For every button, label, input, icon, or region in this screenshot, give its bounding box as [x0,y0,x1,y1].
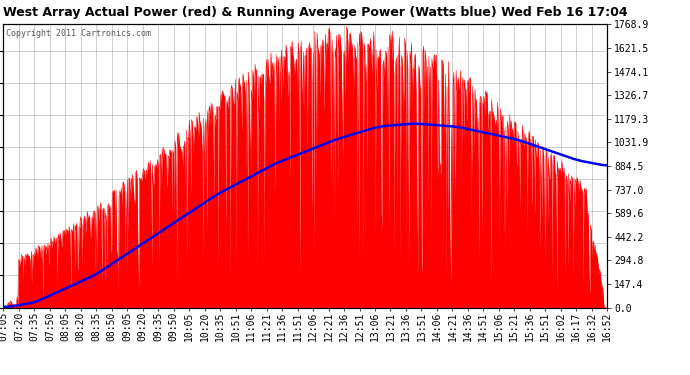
Text: West Array Actual Power (red) & Running Average Power (Watts blue) Wed Feb 16 17: West Array Actual Power (red) & Running … [3,6,628,19]
Text: Copyright 2011 Cartronics.com: Copyright 2011 Cartronics.com [6,28,152,38]
